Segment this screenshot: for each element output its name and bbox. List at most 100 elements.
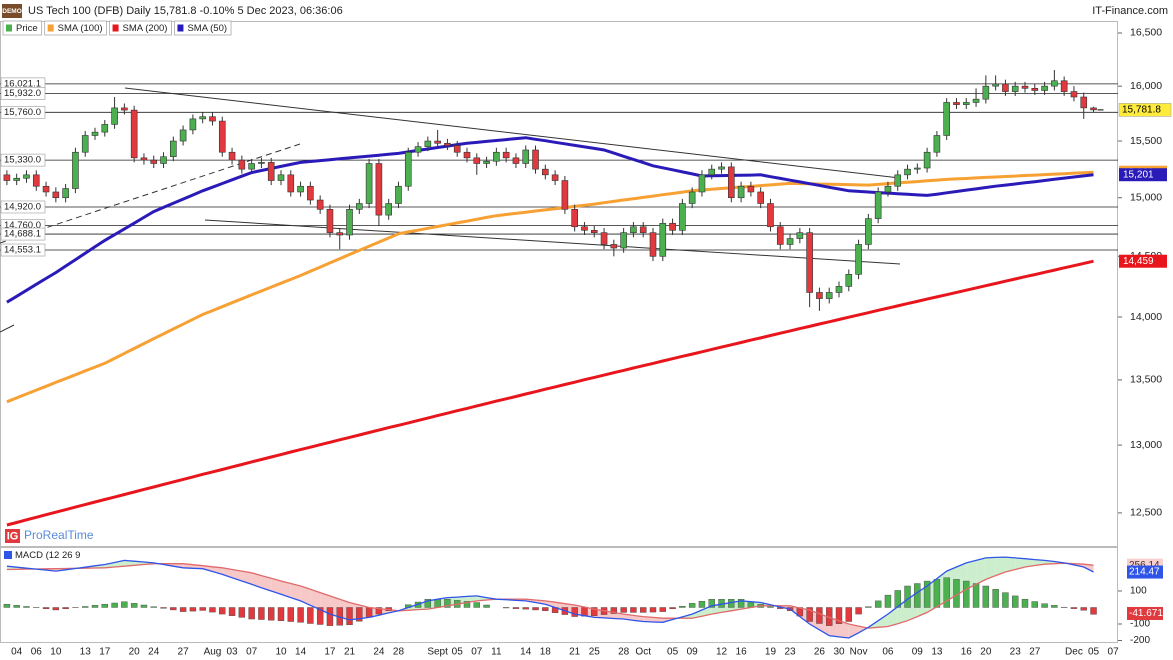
macd-fill <box>643 616 653 623</box>
candle-body <box>463 151 471 159</box>
x-tick-label: 20 <box>980 647 992 658</box>
x-tick-label: 27 <box>178 647 190 658</box>
candle-body <box>1011 85 1019 92</box>
level-label: 15,760.0 <box>4 107 41 118</box>
histogram-bar <box>1070 607 1078 609</box>
histogram-bar <box>816 607 823 624</box>
histogram-bar <box>268 607 275 621</box>
macd-fill <box>848 624 859 639</box>
x-tick-label: 23 <box>1010 647 1022 658</box>
candle-body <box>600 232 608 245</box>
candle-body <box>835 286 843 293</box>
candle-body <box>218 120 226 153</box>
histogram-bar <box>630 607 637 613</box>
candle-body <box>493 151 500 162</box>
x-tick-label: Oct <box>635 647 651 658</box>
macd-fill <box>300 586 311 606</box>
macd-fill <box>241 571 252 585</box>
candle-body <box>346 208 353 236</box>
legend-label: SMA (200) <box>123 23 168 34</box>
candle-body <box>101 124 109 133</box>
level-label: 15,330.0 <box>4 155 41 166</box>
macd-fill <box>212 566 223 575</box>
end-label: 15,781.8 <box>1122 105 1161 116</box>
macd-fill <box>839 620 849 639</box>
y-tick-label: 16,000 <box>1130 80 1162 92</box>
histogram-bar <box>160 607 167 609</box>
candle-body <box>708 168 716 176</box>
candle-body <box>894 174 902 187</box>
x-tick-label: Dec <box>1065 647 1083 658</box>
end-label-box <box>1118 103 1172 117</box>
histogram-bar <box>1041 603 1048 608</box>
candle-body <box>258 162 265 164</box>
x-tick-label: 04 <box>11 647 23 658</box>
histogram-bar <box>179 607 187 612</box>
level-label-box <box>0 87 46 100</box>
histogram-bar <box>209 607 216 613</box>
candle-body <box>561 180 569 210</box>
y-tick-label: 13,500 <box>1130 374 1162 386</box>
histogram-bar <box>3 603 11 608</box>
candle-body <box>816 292 823 299</box>
histogram-bar <box>375 607 383 615</box>
candle-body <box>72 151 79 189</box>
x-tick-label: 19 <box>765 647 777 658</box>
candle-body <box>238 159 246 170</box>
x-tick-label: 10 <box>275 647 287 658</box>
candle-body <box>904 168 911 176</box>
histogram-bar <box>904 585 911 608</box>
trendline <box>124 87 901 179</box>
y-tick-label: 14,000 <box>1130 311 1162 323</box>
histogram-bar <box>111 602 118 608</box>
candle-body <box>855 244 862 275</box>
candle-body <box>375 163 383 216</box>
macd-fill <box>1015 557 1025 570</box>
histogram-bar <box>463 601 471 608</box>
x-tick-label: 17 <box>99 647 111 658</box>
y-tick-label: -200 <box>1130 635 1150 646</box>
end-label-box <box>1127 606 1163 620</box>
histogram-bar <box>297 607 304 623</box>
candle-body <box>170 140 177 158</box>
candle-body <box>140 157 148 161</box>
candle-body <box>414 146 422 153</box>
x-tick-label: 03 <box>226 647 238 658</box>
legend-label: Price <box>16 23 38 34</box>
histogram-bar <box>620 607 627 613</box>
end-label: 15,201 <box>1123 169 1154 180</box>
candle-body <box>865 218 872 245</box>
histogram-bar <box>248 607 255 620</box>
histogram-bar <box>688 603 696 608</box>
sma-line <box>6 170 1094 404</box>
candle-body <box>473 157 481 164</box>
histogram-bar <box>307 607 314 624</box>
badge: DEMO <box>2 8 22 15</box>
macd-fill <box>1005 557 1016 572</box>
histogram-bar <box>1021 599 1029 608</box>
level-label: 14,920.0 <box>4 201 41 212</box>
x-tick-label: 21 <box>569 647 581 658</box>
x-tick-label: 30 <box>833 647 845 658</box>
histogram-bar <box>13 605 20 608</box>
level-label-box <box>0 153 46 167</box>
histogram-bar <box>434 599 441 608</box>
candle-body <box>130 109 138 159</box>
histogram-bar <box>767 606 774 608</box>
candle-body <box>649 232 657 257</box>
histogram-bar <box>591 607 598 616</box>
histogram-bar <box>483 604 490 608</box>
candle-body <box>62 188 69 199</box>
level-label: 14,553.1 <box>4 245 41 256</box>
level-label: 14,760.0 <box>4 220 41 231</box>
histogram-bar <box>737 599 745 608</box>
candle-body <box>874 191 882 219</box>
level-label-box <box>0 243 46 257</box>
histogram-bar <box>170 607 177 611</box>
x-tick-label: 14 <box>520 647 532 658</box>
candle-body <box>91 131 99 136</box>
candle-body <box>679 203 686 231</box>
x-tick-label: 16 <box>961 647 973 658</box>
level-label: 16,021.1 <box>4 78 41 89</box>
